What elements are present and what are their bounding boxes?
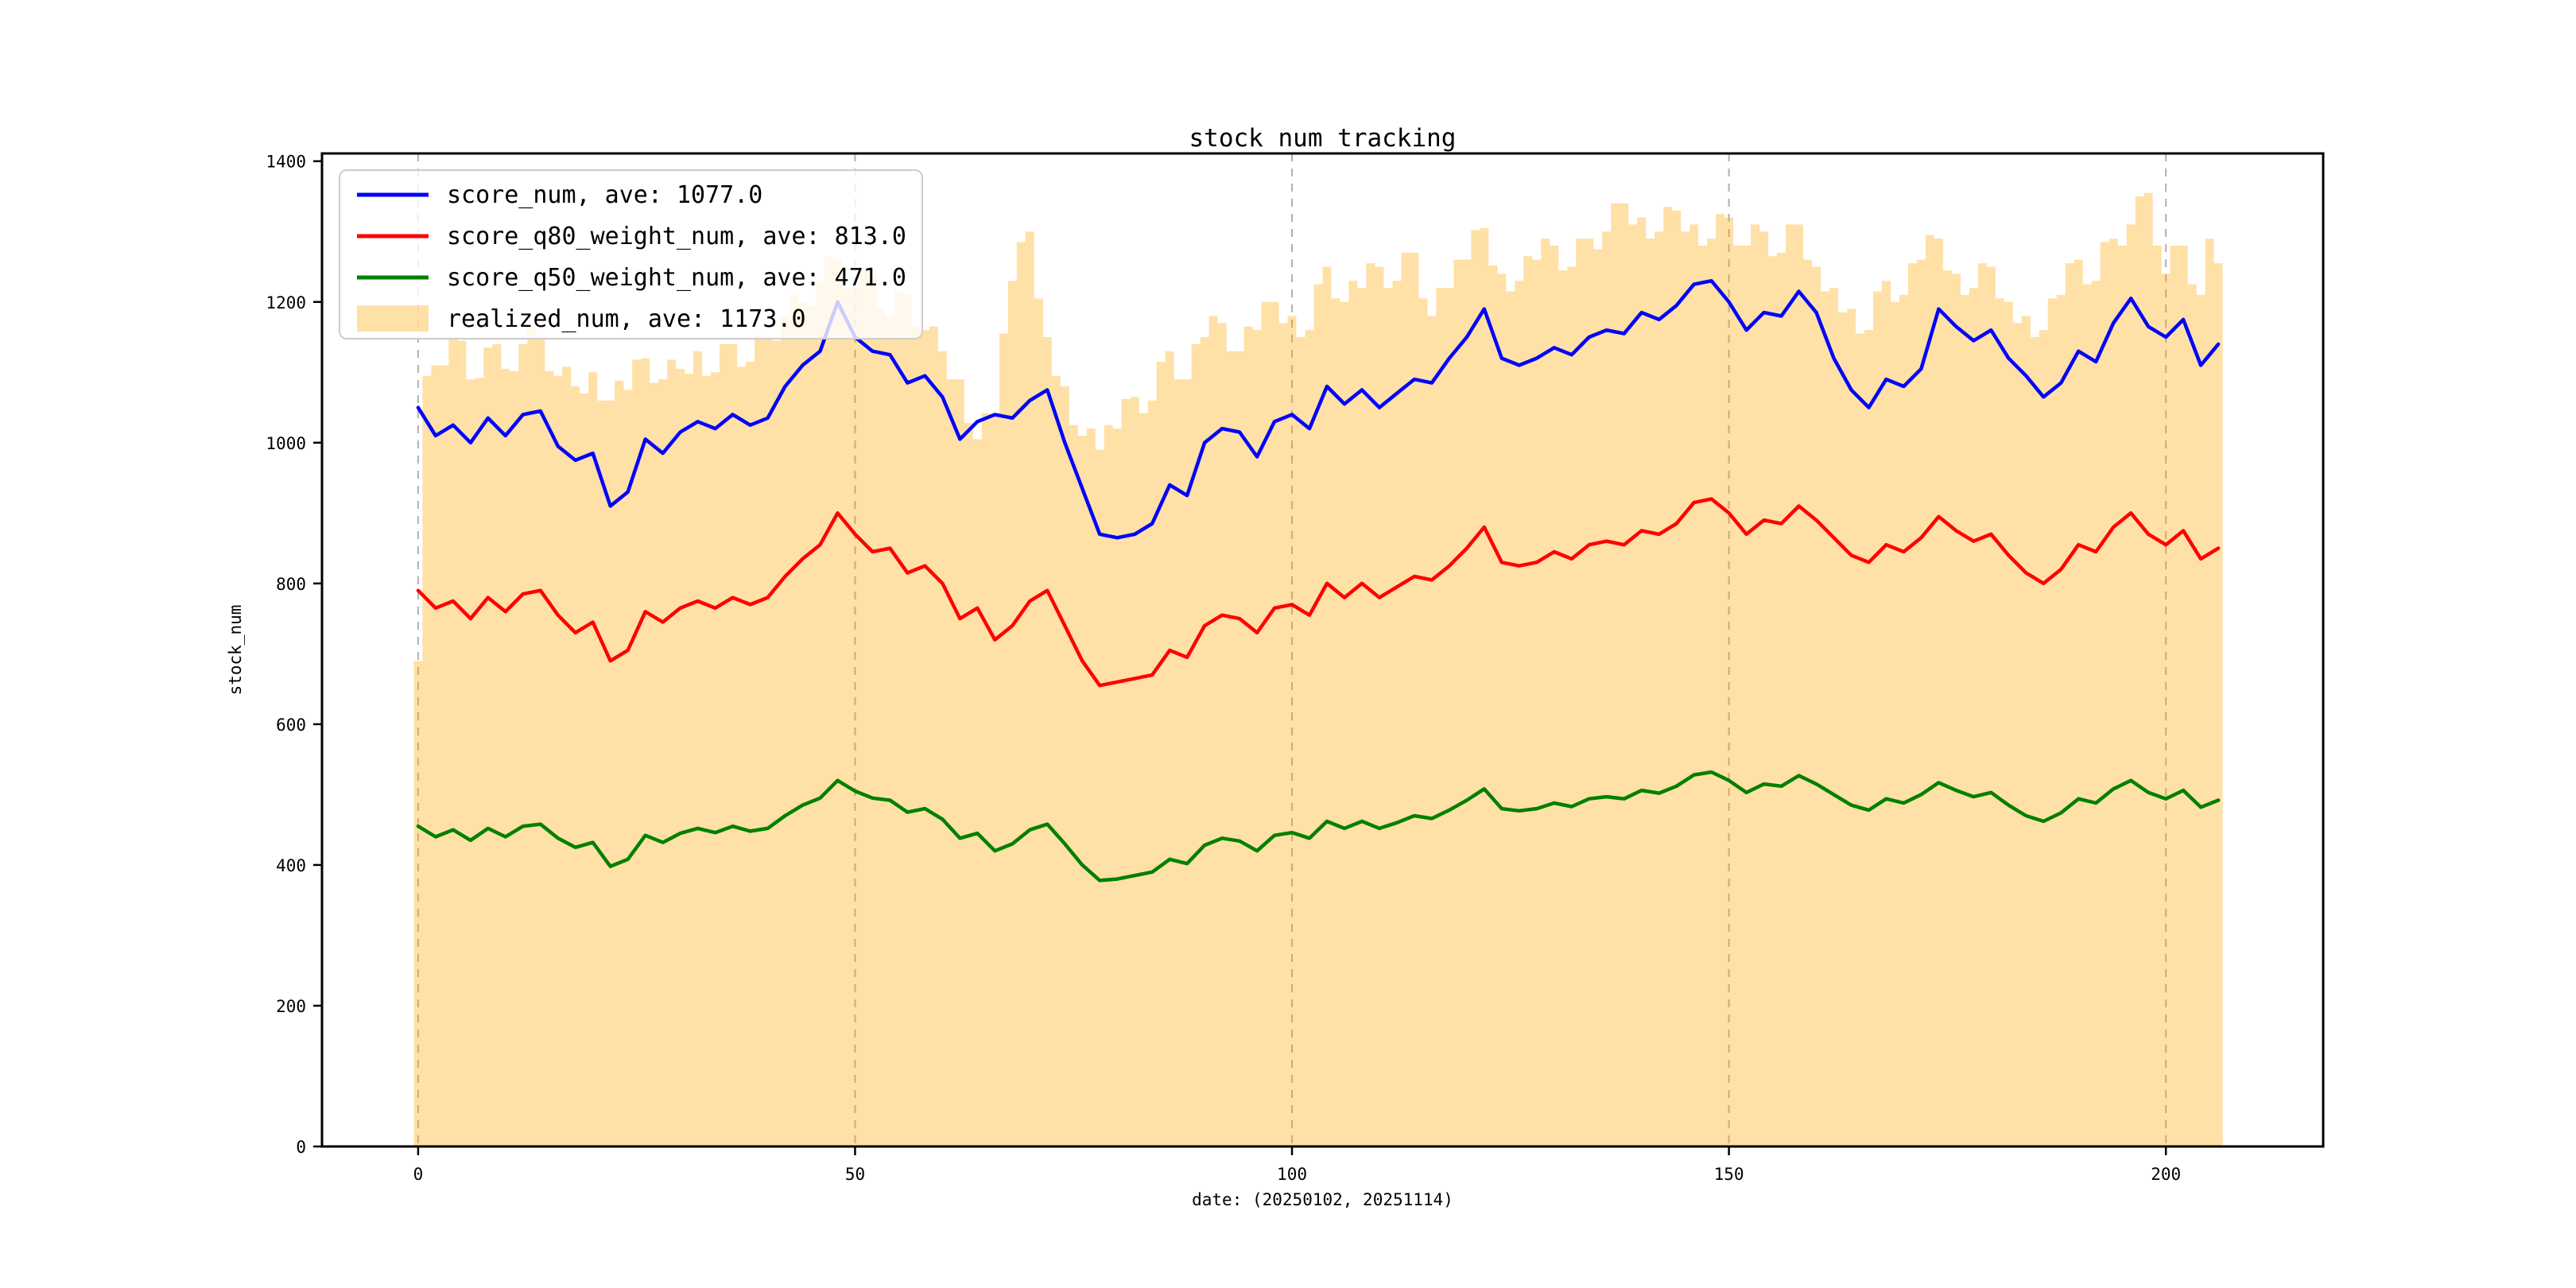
chart-title: stock num tracking: [1189, 124, 1457, 153]
x-tick-label-150: 150: [1714, 1165, 1744, 1184]
legend-patch-sample-realized-num: [357, 305, 429, 332]
y-tick-label-400: 400: [276, 856, 306, 875]
y-tick-label-0: 0: [296, 1138, 306, 1157]
plot-frame: [320, 152, 2325, 1148]
score-num-line: [416, 278, 2221, 540]
legend-entry-score-q50: score_q50_weight_num, ave: 471.0: [447, 264, 906, 292]
legend-entry-realized-num: realized_num, ave: 1173.0: [447, 305, 806, 333]
legend-entry-score-q80: score_q80_weight_num, ave: 813.0: [447, 223, 906, 250]
axis-tick-labels: 0 50 100 150 200 0 200 400 600 800 1000 1200 1400: [266, 153, 2181, 1184]
y-tick-label-1000: 1000: [266, 434, 306, 453]
score-q50-weight-num-line: [416, 770, 2221, 883]
x-tick-label-200: 200: [2151, 1165, 2181, 1184]
axis-tick-marks: [313, 160, 2167, 1155]
y-tick-label-200: 200: [276, 997, 306, 1016]
x-tick-label-0: 0: [413, 1165, 424, 1184]
score-q80-weight-num-line: [416, 497, 2221, 688]
x-axis-label: date: (20250102, 20251114): [1192, 1190, 1453, 1209]
y-tick-label-1200: 1200: [266, 293, 306, 312]
legend: score_num, ave: 1077.0 score_q80_weight_…: [339, 169, 923, 339]
x-tick-label-50: 50: [845, 1165, 865, 1184]
realized-num-area: [413, 192, 2223, 1146]
legend-box: [339, 169, 923, 339]
y-axis-label: stock_num: [226, 605, 245, 696]
y-tick-label-600: 600: [276, 716, 306, 735]
y-tick-label-800: 800: [276, 575, 306, 594]
y-tick-label-1400: 1400: [266, 153, 306, 172]
legend-entry-score-num: score_num, ave: 1077.0: [447, 181, 762, 209]
x-tick-label-100: 100: [1277, 1165, 1307, 1184]
